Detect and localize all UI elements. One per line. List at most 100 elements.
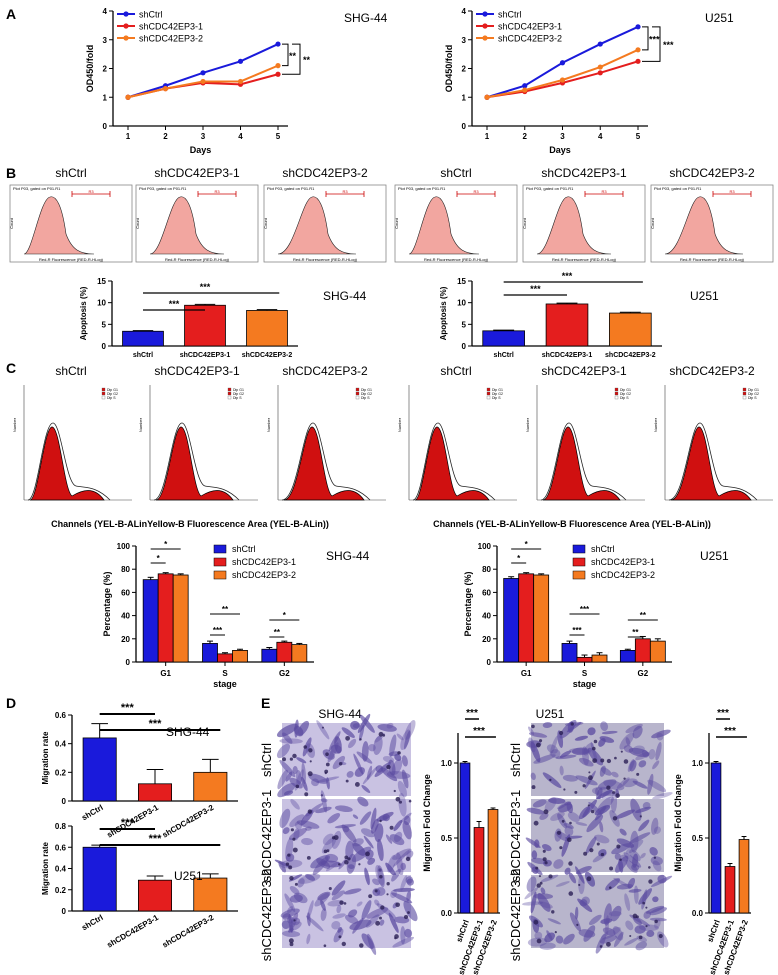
stained-cell	[599, 736, 615, 743]
stained-cell	[406, 850, 414, 859]
bar-shCDC42EP3-1	[157, 573, 174, 663]
stained-cell	[641, 889, 648, 910]
y-axis-label: Apoptosis (%)	[439, 286, 448, 340]
x-tick-label: G1	[160, 669, 171, 678]
stained-cell	[341, 727, 355, 738]
data-point	[522, 83, 528, 89]
flow-header: Plot P03, gated on P01.R1	[526, 186, 574, 191]
stained-cell	[647, 773, 654, 795]
pore-dot	[359, 738, 362, 741]
stained-cell	[368, 743, 376, 752]
stained-cell	[289, 886, 300, 895]
stained-cell	[316, 776, 340, 783]
pore-dot	[294, 882, 298, 886]
pore-dot	[623, 759, 629, 764]
stained-cell	[279, 859, 303, 869]
panel-label-E: E	[261, 695, 270, 711]
stained-cell	[620, 854, 629, 862]
stained-cell	[282, 827, 290, 835]
pore-dot	[645, 906, 648, 909]
stained-cell	[574, 906, 579, 920]
stained-cell	[540, 887, 546, 895]
pore-dot	[642, 901, 646, 905]
stained-cell	[337, 926, 342, 933]
stained-cell	[542, 722, 553, 728]
data-point	[200, 78, 206, 85]
panel-label-B: B	[6, 165, 16, 181]
stained-cell	[649, 847, 658, 856]
stained-cell	[357, 796, 369, 807]
histogram-peak	[149, 196, 225, 255]
data-point	[597, 64, 603, 70]
stained-cell	[542, 772, 562, 789]
stained-cell	[392, 848, 412, 860]
bar-shCtrl	[82, 737, 117, 802]
pore-dot	[543, 809, 549, 815]
stained-cell	[290, 799, 300, 810]
data-point	[125, 94, 131, 100]
stained-cell	[611, 771, 619, 778]
pore-dot	[307, 771, 313, 777]
pore-dot	[386, 764, 391, 770]
cycle-legend-label: Dip G2	[492, 392, 503, 396]
chart-title: SHG-44	[344, 11, 388, 25]
pore-dot	[407, 911, 410, 914]
pore-dot	[568, 861, 573, 866]
pore-dot	[554, 931, 557, 934]
pore-dot	[285, 862, 290, 866]
legend-label: shCtrl	[498, 10, 522, 20]
y-tick-label: 0.2	[55, 886, 67, 895]
pore-dot	[538, 875, 542, 878]
data-point	[597, 70, 603, 76]
stained-cell	[632, 853, 639, 868]
stained-cell	[400, 729, 411, 751]
stained-cell	[635, 752, 650, 761]
stained-cell	[640, 852, 646, 859]
stained-cell	[379, 919, 385, 926]
sig-label: **	[632, 628, 639, 637]
data-point	[635, 47, 641, 53]
group-title: shCtrl	[55, 364, 86, 378]
stained-cell	[578, 806, 590, 820]
stained-cell	[600, 767, 612, 776]
stained-cell	[566, 721, 582, 733]
bar-shCDC42EP3-2	[738, 839, 750, 914]
stained-cell	[301, 762, 306, 785]
y-tick-label: 0	[462, 342, 467, 351]
stained-cell	[562, 774, 578, 782]
stained-cell	[521, 901, 544, 906]
stained-cell	[305, 915, 324, 932]
x-tick-label: shCDC42EP3-1	[542, 352, 593, 359]
stained-cell	[352, 814, 359, 819]
stained-cell	[559, 750, 572, 759]
flow-y-label: Count	[9, 217, 14, 229]
flow-histogram: Plot P03, gated on P01.R1 Red-R Fluoresce…	[263, 184, 387, 263]
sig-label: **	[640, 611, 647, 620]
group-title: shCDC42EP3-2	[669, 364, 755, 378]
cycle-legend-label: Dip G1	[492, 388, 503, 392]
pore-dot	[606, 758, 612, 764]
panel-label-C: C	[6, 360, 16, 376]
stained-cell	[332, 755, 346, 770]
pore-dot	[338, 863, 341, 866]
cycle-legend-swatch	[355, 395, 360, 400]
pore-dot	[321, 726, 324, 729]
flow-x-label: Red-R Fluorescence (RED-R-HLog)	[552, 257, 617, 262]
stained-cell	[553, 859, 564, 869]
stained-cell	[389, 834, 405, 846]
stained-cell	[563, 933, 575, 945]
cycle-legend-label: Dip S	[748, 396, 757, 400]
stained-cell	[569, 912, 581, 932]
legend-marker	[123, 23, 129, 29]
stained-cell	[385, 834, 393, 844]
histogram-peak	[277, 196, 357, 255]
stained-cell	[616, 838, 635, 848]
stained-cell	[547, 918, 561, 925]
pore-dot	[345, 779, 349, 783]
pore-dot	[393, 789, 396, 793]
stained-cell	[597, 779, 617, 790]
x-tick-label: 1	[126, 132, 131, 141]
cycle-y-label: Number	[12, 417, 17, 432]
